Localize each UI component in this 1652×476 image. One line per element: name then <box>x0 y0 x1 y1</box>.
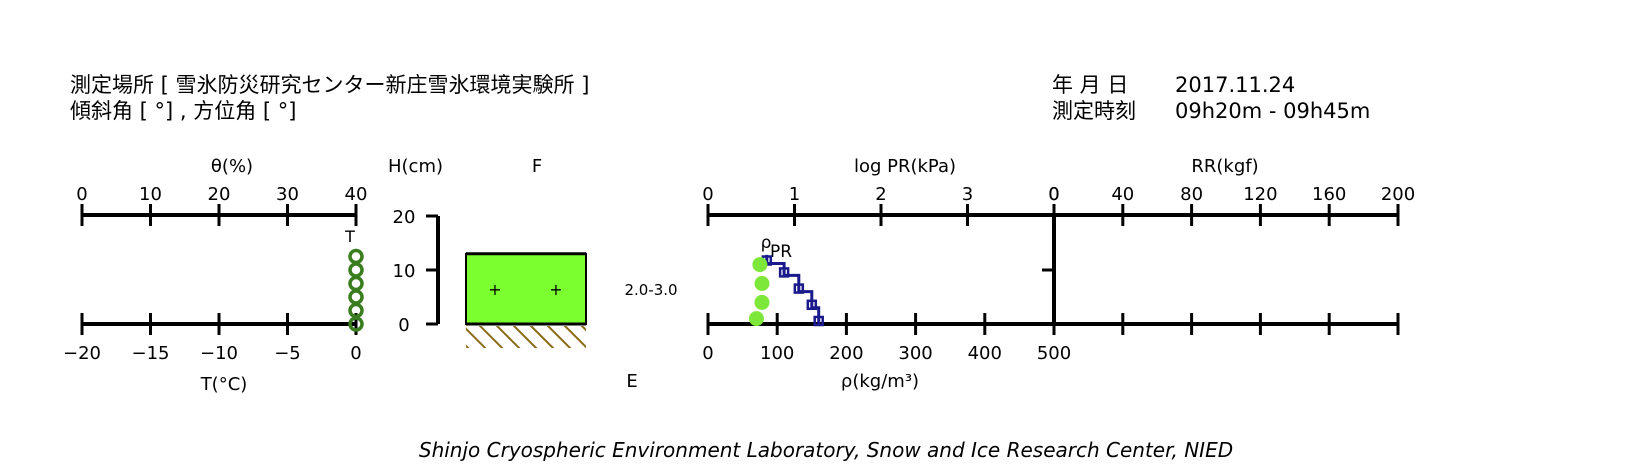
theta-axis-tick-label: 10 <box>139 184 162 205</box>
pr-axis-tick-label: 1 <box>789 184 800 205</box>
pr-axis-title: log PR(kPa) <box>854 156 956 177</box>
site-label: 測定場所 [ 雪氷防災研究センター新庄雪氷環境実験所 ] <box>70 73 590 97</box>
pr-marker <box>793 283 805 294</box>
pr-axis-tick-label: 2 <box>875 184 886 205</box>
grain-shape-symbol: + <box>488 280 501 299</box>
temperature-point <box>348 262 364 278</box>
pr-marker-label: PR <box>770 242 792 262</box>
pr-profile-line <box>765 254 821 324</box>
height-axis-title: H(cm) <box>388 156 443 177</box>
density-axis-tick-label: 300 <box>898 343 932 364</box>
temperature-axis-tick-label: −10 <box>200 343 238 364</box>
rr-axis-tick-label: 80 <box>1180 184 1203 205</box>
density-point <box>748 311 764 327</box>
pr-axis-tick-label: 3 <box>962 184 973 205</box>
rr-axis-tick-label: 40 <box>1111 184 1134 205</box>
temperature-point <box>348 275 364 292</box>
date-value: 2017.11.24 <box>1175 73 1296 97</box>
density-axis-title: ρ(kg/m³) <box>841 371 919 392</box>
temperature-axis-tick-label: −20 <box>63 343 101 364</box>
density-point <box>754 294 770 310</box>
date-label: 年 月 日 <box>1052 73 1129 97</box>
density-point <box>754 276 770 291</box>
density-axis-tick-label: 500 <box>1037 343 1071 364</box>
layer-column-panel: H(cm) F 0 10 20 + +2.0-3.0 E <box>388 156 678 392</box>
density-marker-label: ρ <box>761 233 772 253</box>
pr-axis-tick-label: 0 <box>702 184 713 205</box>
pr-marker <box>813 315 824 327</box>
temperature-point <box>348 248 364 265</box>
theta-axis-tick-label: 40 <box>345 184 368 205</box>
temperature-axis-tick-label: −15 <box>132 343 170 364</box>
rr-axis-tick-label: 160 <box>1312 184 1346 205</box>
height-tick-label: 20 <box>393 207 416 228</box>
theta-axis-tick-label: 0 <box>76 184 87 205</box>
theta-axis-tick-label: 20 <box>208 184 231 205</box>
time-label: 測定時刻 <box>1052 99 1136 123</box>
grain-size-label: 2.0-3.0 <box>624 281 677 299</box>
time-value: 09h20m - 09h45m <box>1175 99 1371 123</box>
density-axis-tick-label: 100 <box>760 343 794 364</box>
temperature-axis-title: T(°C) <box>200 374 248 395</box>
hardness-header: E <box>626 371 637 392</box>
temperature-point <box>348 289 364 305</box>
rr-axis-title: RR(kgf) <box>1191 156 1258 177</box>
rr-axis-tick-label: 0 <box>1048 184 1059 205</box>
slope-aspect-label: 傾斜角 [ °] , 方位角 [ °] <box>70 99 297 123</box>
temperature-axis-tick-label: −5 <box>274 343 301 364</box>
rr-axis-tick-label: 120 <box>1243 184 1277 205</box>
density-axis-tick-label: 400 <box>968 343 1002 364</box>
pr-marker <box>778 267 790 278</box>
theta-axis-title: θ(%) <box>211 156 253 177</box>
height-tick-label: 10 <box>393 261 416 282</box>
pr-marker <box>806 299 818 311</box>
density-point <box>752 257 768 273</box>
footer-credit: Shinjo Cryospheric Environment Laborator… <box>418 438 1234 462</box>
grain-shape-symbol: + <box>549 280 562 299</box>
ground-hatch <box>466 326 586 348</box>
snow-layer <box>465 252 587 325</box>
density-pressure-panel: log PR(kPa) 0 1 2 3 0 0 100 200 300 400 500 ρ(kg/… <box>702 156 1071 392</box>
theta-axis-tick-label: 30 <box>276 184 299 205</box>
grain-shape-header: F <box>532 156 542 177</box>
temperature-marker-label: T <box>344 227 355 246</box>
density-axis-tick-label: 0 <box>702 343 713 364</box>
pr-axis-tick-label: 0 <box>1048 184 1059 205</box>
theta-temperature-panel: θ(%) 0 10 20 30 40 −20 −15 −10 −5 0 T(°C) T <box>63 156 367 395</box>
density-axis-tick-label: 200 <box>829 343 863 364</box>
temperature-axis-tick-label: 0 <box>350 343 361 364</box>
ram-resistance-panel: RR(kgf) 0 40 80 120 160 200 <box>1042 156 1415 335</box>
rr-axis-tick-label: 200 <box>1381 184 1415 205</box>
height-tick-label: 0 <box>398 315 409 336</box>
